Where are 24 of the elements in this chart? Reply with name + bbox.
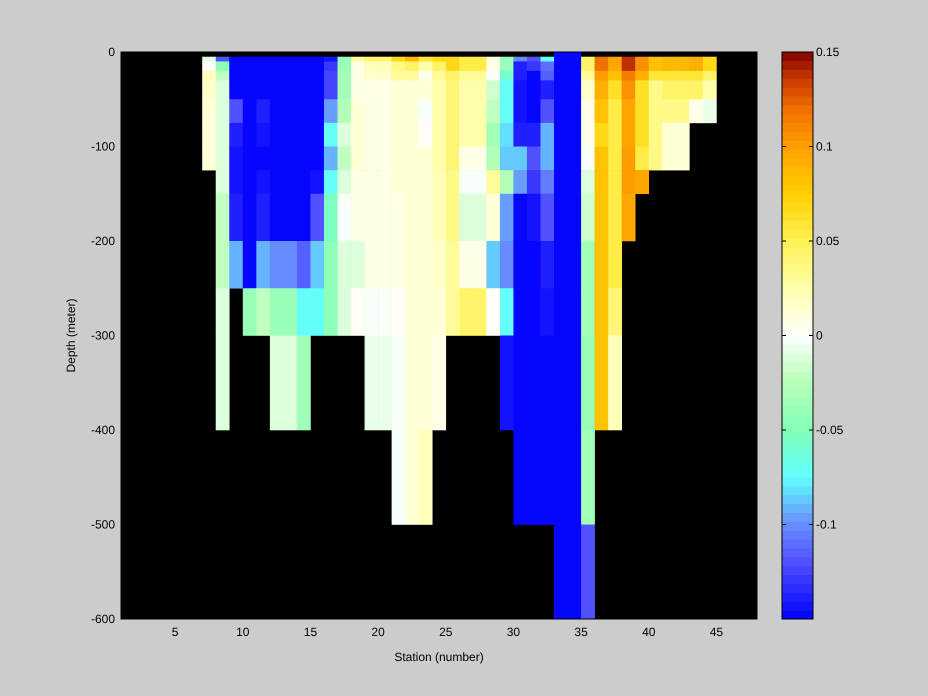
- x-tick-label: 20: [371, 625, 386, 639]
- y-tick-label: -500: [90, 518, 116, 532]
- color-bar-label: 0: [816, 328, 823, 342]
- y-tick-label: -400: [90, 423, 116, 437]
- x-axis-title: Station (number): [394, 650, 484, 664]
- x-tick-label: 15: [304, 625, 318, 639]
- x-tick-label: 5: [172, 625, 179, 639]
- x-tick-label: 40: [642, 625, 656, 639]
- x-tick-label: 35: [574, 625, 588, 639]
- x-tick-label: 45: [710, 625, 724, 639]
- y-tick-label: -100: [90, 140, 116, 154]
- y-tick-label: -600: [90, 612, 116, 626]
- color-bar-label: -0.1: [816, 518, 838, 532]
- y-axis-title: Depth (meter): [64, 298, 78, 373]
- color-bar-label: 0.15: [816, 45, 840, 59]
- y-tick-label: 0: [108, 45, 116, 59]
- color-bar-label: 0.1: [816, 140, 834, 154]
- y-tick-label: -300: [90, 328, 116, 342]
- x-tick-label: 25: [439, 625, 453, 639]
- x-tick-label: 30: [506, 625, 520, 639]
- y-tick-label: -200: [90, 234, 116, 248]
- color-bar-label: -0.05: [816, 423, 844, 437]
- x-tick-label: 10: [236, 625, 250, 639]
- color-bar-label: 0.05: [816, 234, 840, 248]
